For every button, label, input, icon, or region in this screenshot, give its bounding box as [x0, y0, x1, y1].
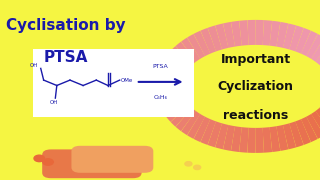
- Text: Cyclisation by: Cyclisation by: [6, 18, 125, 33]
- FancyBboxPatch shape: [33, 49, 194, 117]
- Text: Cyclization: Cyclization: [218, 80, 294, 93]
- Circle shape: [34, 155, 44, 162]
- Text: reactions: reactions: [223, 109, 288, 122]
- Text: OH: OH: [50, 100, 58, 105]
- Text: OMe: OMe: [121, 78, 133, 83]
- Text: C₆H₆: C₆H₆: [154, 94, 168, 100]
- Text: OH: OH: [30, 62, 38, 68]
- FancyBboxPatch shape: [71, 146, 153, 173]
- Circle shape: [185, 162, 192, 166]
- Text: PTSA: PTSA: [153, 64, 169, 69]
- FancyBboxPatch shape: [42, 149, 142, 178]
- Circle shape: [43, 159, 53, 165]
- Text: Important: Important: [220, 53, 291, 66]
- Text: PTSA: PTSA: [44, 50, 88, 65]
- Circle shape: [194, 165, 201, 170]
